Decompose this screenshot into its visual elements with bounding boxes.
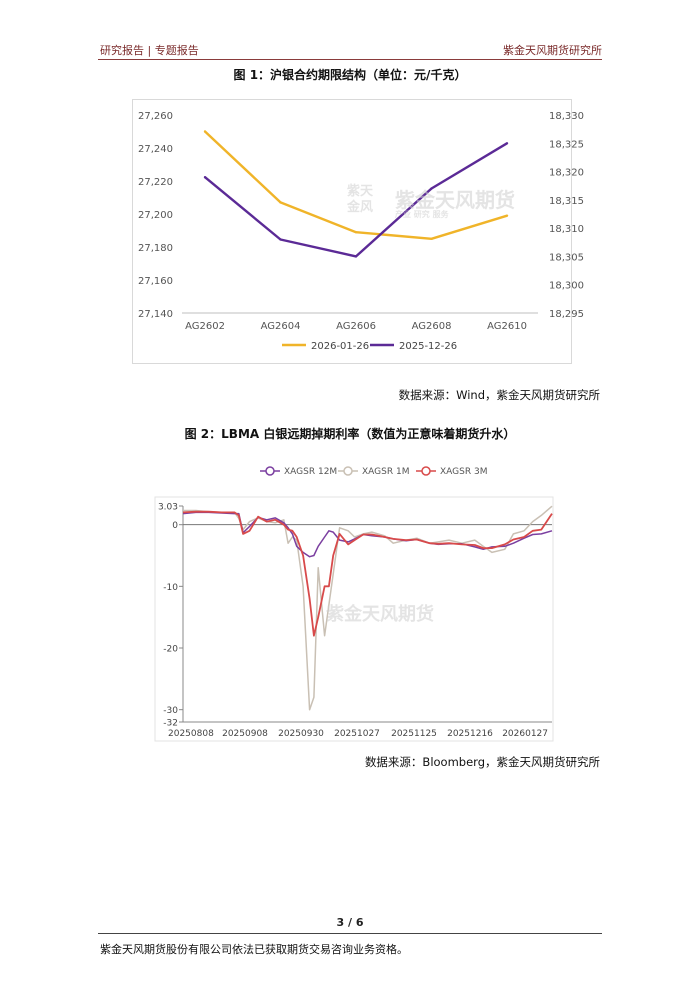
x-tick-3: AG2608 <box>412 321 452 332</box>
data-point-1-0 <box>203 176 207 179</box>
y-left-tick-2: 27,220 <box>138 177 173 188</box>
header-divider <box>98 59 602 60</box>
figure1-title: 图 1：沪银合约期限结构（单位：元/千克） <box>233 68 467 82</box>
y-right-tick-4: 18,310 <box>549 224 584 235</box>
y-right-tick-0: 18,330 <box>549 111 584 122</box>
legend-label-1: XAGSR 1M <box>362 467 409 477</box>
watermark-seal-1: 紫天金风 <box>347 184 374 215</box>
x-tick-1: AG2604 <box>261 321 301 332</box>
x-tick-0: AG2602 <box>185 321 225 332</box>
y-tick-1: 0 <box>172 521 178 531</box>
data-point-1-1 <box>279 238 282 241</box>
header-left: 研究报告 | 专题报告 <box>100 44 199 57</box>
legend-label-0: XAGSR 12M <box>284 467 337 477</box>
y-left-tick-5: 27,160 <box>138 276 173 287</box>
watermark-brand-1: 紫金天风期货 <box>395 188 515 212</box>
data-point-0-3 <box>430 237 433 240</box>
series-line-1 <box>183 505 553 711</box>
chart2-frame <box>154 496 554 742</box>
x-tick-2: 20250930 <box>278 729 324 739</box>
x-tick-5: 20251216 <box>447 729 493 739</box>
y-left-tick-3: 27,200 <box>138 210 173 221</box>
y-tick-4: -30 <box>163 706 178 716</box>
y-left-tick-0: 27,260 <box>138 111 173 122</box>
figure2-title: 图 2：LBMA 白银远期掉期利率（数值为正意味着期货升水） <box>184 427 516 441</box>
figure1-source: 数据来源：Wind，紫金天风期货研究所 <box>398 388 600 402</box>
chart1: 27,260 27,240 27,220 27,200 27,180 27,160 27,1… <box>138 111 584 352</box>
y-left-tick-6: 27,140 <box>138 309 173 320</box>
data-point-0-0 <box>203 130 207 133</box>
legend-marker-0 <box>265 466 275 476</box>
x-tick-6: 20260127 <box>502 729 548 739</box>
data-point-1-2 <box>354 255 358 258</box>
y-tick-0: 3.03 <box>158 503 178 513</box>
x-tick-4: 20251125 <box>391 729 437 739</box>
data-point-1-3 <box>430 187 433 190</box>
x-tick-1: 20250908 <box>222 729 268 739</box>
legend-label-1: 2025-12-26 <box>399 341 457 352</box>
x-tick-4: AG2610 <box>487 321 527 332</box>
y-tick-3: -20 <box>163 645 178 655</box>
data-point-0-4 <box>505 214 509 217</box>
page-number: 3 / 6 <box>336 916 364 929</box>
y-right-tick-7: 18,295 <box>549 309 584 320</box>
y-tick-2: -10 <box>163 583 178 593</box>
legend-marker-1 <box>343 466 353 476</box>
series-line-2 <box>182 510 553 637</box>
data-point-0-1 <box>279 201 282 204</box>
y-left-tick-4: 27,180 <box>138 243 173 254</box>
footer-disclaimer: 紫金天风期货股份有限公司依法已获取期货交易咨询业务资格。 <box>100 943 408 956</box>
footer-divider <box>98 933 602 934</box>
series-line-0 <box>182 511 553 558</box>
header-right: 紫金天风期货研究所 <box>503 44 602 57</box>
legend-marker-2 <box>421 466 431 476</box>
legend-label-2: XAGSR 3M <box>440 467 487 477</box>
watermark-tagline-1: 产业 研究 服务 <box>395 210 449 219</box>
y-right-tick-3: 18,315 <box>549 196 584 207</box>
y-tick-5: -32 <box>163 719 178 729</box>
data-point-0-2 <box>354 230 358 234</box>
y-right-tick-6: 18,300 <box>549 281 584 292</box>
data-point-1-4 <box>505 142 509 145</box>
legend-label-0: 2026-01-26 <box>311 341 369 352</box>
watermark-brand-2: 紫金天风期货 <box>326 604 434 625</box>
x-tick-0: 20250808 <box>168 729 214 739</box>
y-left-tick-1: 27,240 <box>138 144 173 155</box>
y-right-tick-1: 18,325 <box>549 139 584 150</box>
x-tick-2: AG2606 <box>336 321 376 332</box>
y-right-tick-2: 18,320 <box>549 168 584 179</box>
y-right-tick-5: 18,305 <box>549 252 584 263</box>
figure2-source: 数据来源：Bloomberg，紫金天风期货研究所 <box>364 755 600 769</box>
x-tick-3: 20251027 <box>334 729 380 739</box>
chart1-frame <box>132 99 572 364</box>
